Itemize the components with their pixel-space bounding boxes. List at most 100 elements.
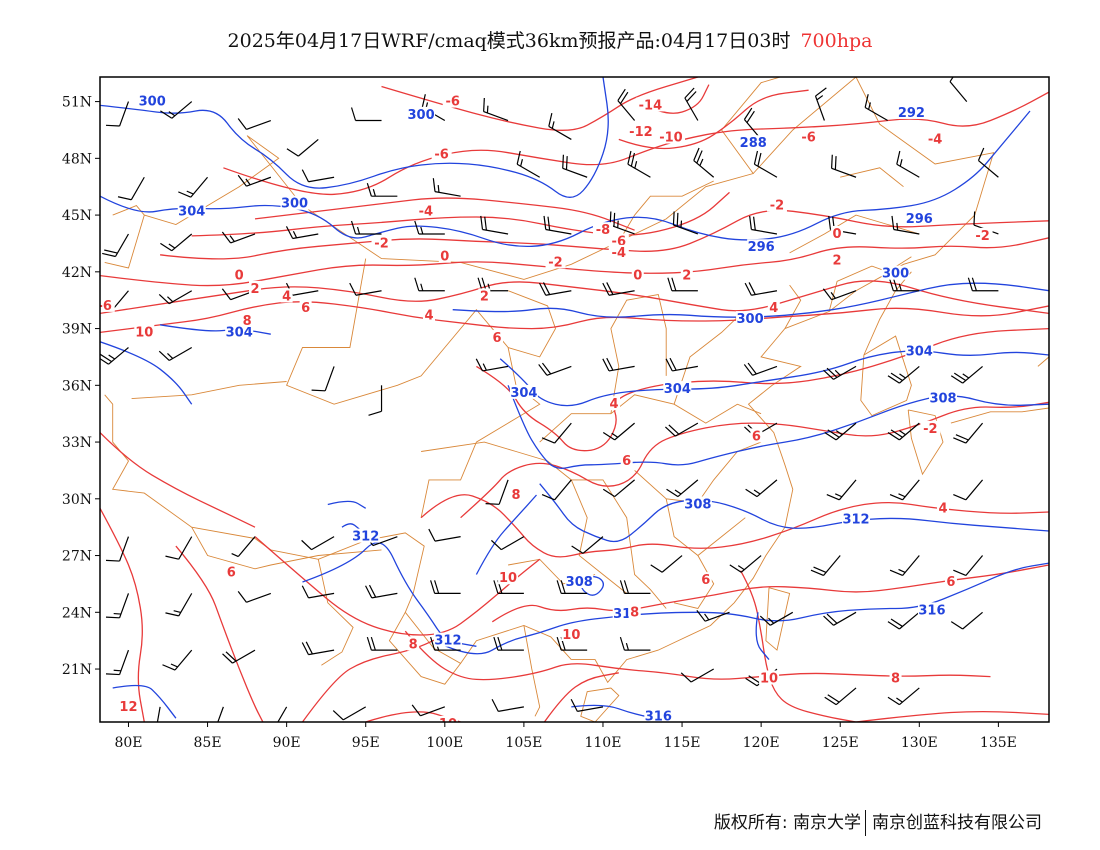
border-line [907, 409, 944, 476]
wind-barb [432, 178, 461, 197]
wind-barb [889, 479, 920, 501]
temperature-contour-label: 10 [135, 325, 153, 340]
temperature-contour-label: 0 [633, 269, 642, 284]
wind-barb [543, 215, 572, 235]
height-contour-label: 312 [842, 513, 869, 528]
footer-divider [865, 810, 866, 836]
temperature-contour-label-bg [631, 267, 644, 282]
temperature-contour-label: 0 [235, 269, 244, 284]
wind-barb [217, 706, 224, 722]
height-contour-label: 288 [740, 136, 767, 151]
temperature-contour-label: -2 [923, 422, 937, 437]
lon-label: 85E [194, 735, 222, 751]
wind-barb [953, 422, 984, 444]
border-line [286, 258, 541, 518]
wind-barb [475, 358, 509, 372]
wind-barb [105, 649, 130, 676]
wind-barb [222, 649, 256, 664]
wind-barb [665, 357, 698, 372]
temperature-contour [543, 672, 619, 722]
temperature-contour-label: 2 [682, 269, 691, 284]
border-line [104, 205, 145, 269]
temperature-contour-label: 0 [833, 227, 842, 242]
height-contour-label: 304 [664, 382, 691, 397]
height-contour [441, 562, 1049, 655]
temperature-contour-label-bg [636, 97, 665, 112]
temperature-contour-label: 4 [424, 308, 433, 323]
wind-barb [490, 536, 525, 551]
wind-barb [977, 147, 999, 178]
height-contour-label-bg [565, 574, 594, 589]
temperature-contour-label: 4 [282, 289, 291, 304]
temperature-contour-label-bg [118, 698, 139, 713]
temperature-contour-label-bg [407, 636, 420, 651]
border-line [571, 328, 802, 684]
map-axes: 51N 48N 45N 42N 39N 36N 33N 30N 27N 24N 21N 80E 85E 9… [62, 95, 1017, 751]
height-contour-label-bg [407, 106, 436, 121]
border-line [523, 625, 541, 717]
temperature-contour-label-bg [750, 428, 763, 443]
height-contour [100, 77, 609, 198]
temperature-contour-label: -10 [659, 131, 683, 146]
wind-barb [491, 699, 524, 712]
temperature-contour-label: 4 [610, 397, 619, 412]
height-contour-label: 316 [918, 603, 945, 618]
height-contour-label: 304 [510, 386, 537, 401]
temperature-contour-label: 10 [439, 717, 457, 732]
wind-barb [480, 215, 509, 235]
wind-barb [105, 593, 130, 619]
border-line [863, 271, 912, 356]
wind-barb [366, 182, 398, 197]
border-line [789, 214, 920, 254]
temperature-contour [160, 209, 1049, 260]
temperature-contour-label: -8 [596, 223, 610, 238]
wind-barb [672, 211, 699, 235]
wind-barb [745, 479, 778, 498]
wind-barb [887, 365, 920, 384]
wind-barb [684, 87, 699, 121]
height-contour-label-bg [842, 511, 871, 526]
wind-barb [301, 536, 335, 551]
temperature-contour-label-bg [233, 267, 246, 282]
temperature-contour [740, 570, 857, 722]
border-line [144, 77, 782, 280]
temperature-contour-label-bg [299, 299, 312, 314]
height-contour [475, 494, 537, 575]
wind-barb [666, 479, 699, 498]
wind-barb [824, 422, 857, 441]
temperature-contour-label: -4 [612, 246, 626, 261]
wind-barb [950, 365, 983, 384]
wind-barb [823, 611, 857, 626]
wind-barb [539, 282, 572, 296]
lat-label: 36N [62, 378, 92, 394]
height-contour-label-bg [897, 104, 926, 119]
temperature-contour-label-bg [972, 227, 993, 242]
temperature-contour-label: 10 [499, 571, 517, 586]
wind-barb [301, 585, 335, 599]
wind-barb [967, 277, 999, 292]
height-contour-label-bg [905, 210, 934, 225]
temperature-contour-label-bg [937, 500, 950, 515]
temperature-contour-label: -6 [445, 95, 459, 110]
wind-barb [485, 479, 509, 505]
temperature-contour-label-bg [490, 330, 503, 345]
wind-barb [350, 220, 382, 235]
height-contour-label-bg [917, 602, 946, 617]
height-contour [755, 612, 770, 661]
wind-barb [237, 174, 272, 187]
height-contour-label-bg [663, 381, 692, 396]
temperature-contour-label: 4 [769, 301, 778, 316]
wind-barb [609, 211, 635, 235]
wind-barb [650, 555, 683, 573]
wind-barb [602, 479, 635, 498]
temperature-contour-label-bg [422, 307, 435, 322]
chart-title: 2025年04月17日WRF/cmaq模式36km预报产品:04月17日03时 7… [0, 26, 1100, 53]
temperature-contour-label: 0 [440, 250, 449, 265]
wind-barb [105, 101, 130, 127]
lon-label: 125E [822, 735, 859, 751]
temperature-contour-label-bg [241, 313, 254, 328]
height-contour-label: 300 [736, 312, 763, 327]
temperature-contour-label: 2 [833, 253, 842, 268]
temperature-contour [491, 564, 1049, 623]
wind-barb [301, 169, 335, 183]
